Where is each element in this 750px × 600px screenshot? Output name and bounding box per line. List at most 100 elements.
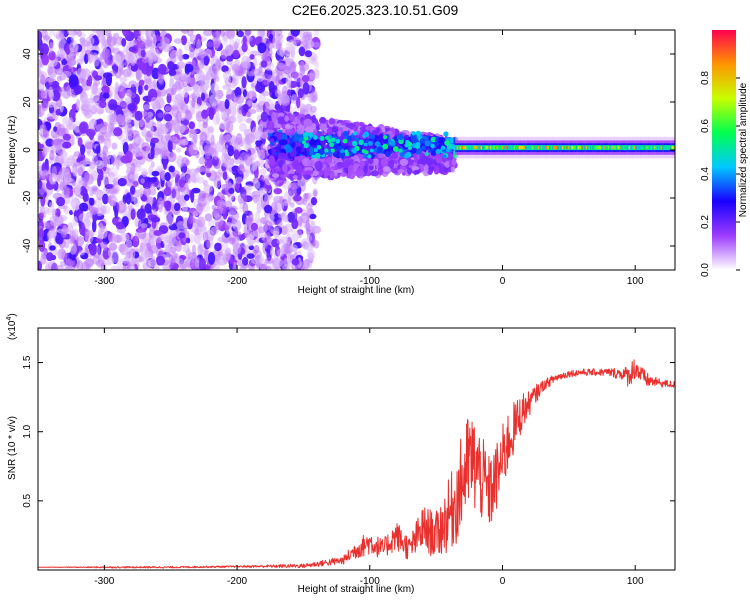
spectrogram-cell (305, 203, 313, 211)
spectrogram-cell (342, 130, 349, 137)
spectrogram-cell (207, 219, 215, 228)
spectrogram-cell (217, 250, 224, 257)
spectrogram-cell (269, 247, 275, 257)
spectrogram-cell (155, 255, 166, 266)
spectrogram-cell (273, 258, 284, 268)
spectrogram-cell (46, 230, 56, 239)
spectrogram-cell (145, 65, 152, 77)
spectrogram-cell (313, 30, 320, 37)
spectrogram-cell (200, 89, 207, 95)
spectrogram-cell (200, 249, 205, 256)
spectrogram-cell (74, 184, 82, 195)
spectrogram-cell (225, 89, 235, 102)
spectrogram-cell (130, 58, 136, 66)
spectrogram-cell (67, 222, 74, 233)
spectrogram-cell (215, 111, 220, 124)
spectrogram-cell (210, 82, 220, 95)
spectrogram-cell (77, 30, 82, 38)
x-tick-label: 0 (500, 276, 506, 287)
spectrogram-cell (171, 138, 177, 151)
spectrogram-cell (212, 39, 221, 49)
spectrogram-cell (125, 192, 132, 205)
spectrogram-cell (259, 254, 265, 265)
spectrogram-cell (150, 146, 155, 159)
spectrogram-cell (165, 215, 174, 227)
spectrogram-cell (162, 234, 170, 247)
spectrogram-cell (39, 123, 47, 130)
spectrogram-cell (117, 177, 127, 187)
spectrogram-cell (298, 103, 307, 110)
spectrogram-cell (195, 52, 204, 61)
spectrogram-cell (337, 145, 343, 151)
spectrogram-cell (332, 152, 339, 158)
spectrogram-cell (282, 210, 287, 216)
spectrogram-cell (257, 149, 266, 161)
spectrogram-cell (277, 93, 287, 105)
spectrogram-cell (276, 219, 283, 228)
spectrogram-cell (91, 118, 97, 125)
spectrogram-cell (303, 258, 310, 270)
spectrogram-cell (100, 121, 109, 127)
spectrogram-cell (241, 76, 247, 89)
spectrogram-cell (157, 72, 165, 86)
spectrogram-cell (225, 121, 234, 133)
spectrogram-cell (307, 248, 316, 262)
spectrogram-cell (128, 143, 133, 152)
spectrogram-cell (277, 116, 285, 123)
spectrogram-cell (157, 112, 164, 118)
spectrogram-cell (70, 235, 75, 243)
spectrogram-cell (311, 41, 322, 48)
spectrogram-cell (73, 84, 83, 95)
spectrogram-cell (57, 50, 62, 58)
spectrogram-cell (160, 171, 166, 181)
spectrogram-cell (121, 38, 127, 47)
spectrogram-cell (128, 80, 138, 88)
snr-plot-area (38, 328, 675, 570)
spectrogram-cell (253, 195, 262, 205)
spectrogram-cell (100, 37, 108, 50)
spectrogram-cell (115, 72, 121, 79)
spectrogram-cell (95, 160, 105, 170)
spectrogram-cell (358, 139, 364, 146)
spectrogram-cell (440, 145, 446, 150)
spectrogram-cell (412, 165, 420, 171)
spectrogram-cell (77, 166, 84, 177)
spectrogram-cell (71, 103, 78, 112)
spectrogram-cell (99, 169, 104, 181)
spectrogram-cell (232, 242, 242, 255)
spectrogram-cell (185, 174, 192, 185)
spectrogram-cell (434, 164, 440, 175)
colorbar-tick-label: 0.0 (700, 263, 711, 277)
spectrogram-cell (380, 157, 388, 168)
spectrogram-cell (258, 187, 268, 196)
spectrogram-cell (221, 65, 229, 73)
spectrogram-cell (128, 46, 137, 53)
spectrogram-cell (123, 261, 132, 269)
spectrogram-cell (271, 264, 276, 270)
spectrogram-cell (190, 189, 195, 203)
spectrogram-cell (330, 148, 335, 153)
spectrogram-cell (326, 127, 334, 136)
spectrogram-cell (279, 33, 284, 45)
spectrogram-cell (111, 142, 118, 150)
spectrogram-cell (348, 151, 354, 157)
spectrogram-cell (265, 265, 272, 270)
spectrogram-cell (319, 149, 325, 155)
spectrogram-cell (313, 240, 320, 249)
spectrogram-cell (48, 173, 57, 185)
spectrogram-cell (193, 84, 200, 97)
spectrogram-cell (239, 202, 244, 214)
colorbar-tick-label: 0.4 (700, 167, 711, 181)
spectrogram-cell (231, 216, 237, 229)
spectrogram-cell (125, 239, 133, 251)
spectrogram-cell (290, 230, 299, 243)
spectrogram-cell (273, 195, 283, 204)
spectrogram-cell (55, 235, 64, 245)
spectrogram-cell (275, 63, 285, 76)
spectrogram-cell (270, 201, 278, 214)
spectrogram-cell (58, 30, 65, 39)
spectrogram-cell (146, 242, 152, 250)
spectrogram-cell (335, 138, 341, 144)
